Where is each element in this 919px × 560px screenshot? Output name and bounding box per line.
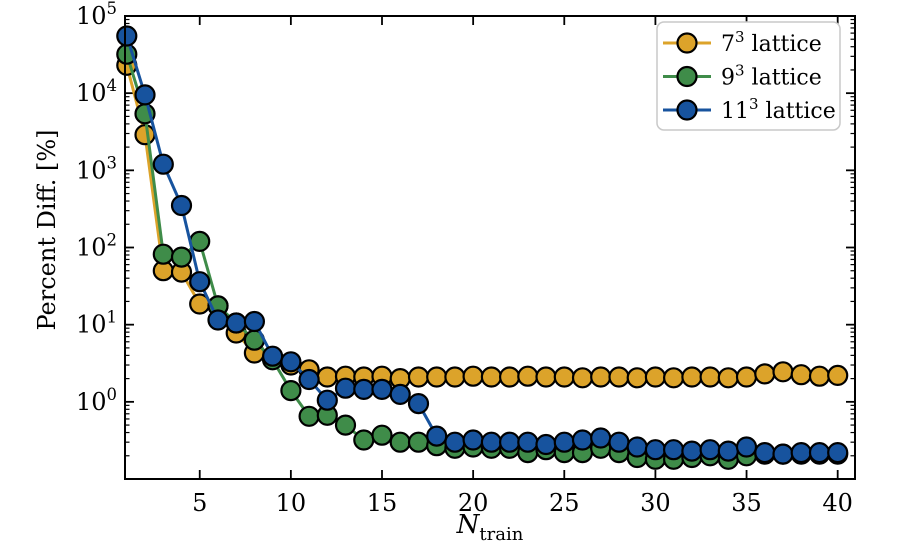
data-point bbox=[699, 439, 721, 461]
data-point bbox=[827, 364, 849, 386]
data-point bbox=[462, 365, 484, 387]
data-point bbox=[353, 429, 375, 451]
data-point bbox=[189, 271, 211, 293]
data-point bbox=[754, 442, 776, 464]
data-point bbox=[571, 367, 594, 389]
data-point bbox=[298, 368, 320, 391]
data-point bbox=[407, 431, 430, 453]
x-tick-label: 10 bbox=[276, 489, 307, 517]
data-point bbox=[790, 364, 812, 386]
x-tick-label: 40 bbox=[822, 489, 853, 517]
x-tick-label: 15 bbox=[367, 489, 398, 517]
data-point bbox=[334, 377, 357, 399]
data-point bbox=[444, 431, 466, 453]
data-point bbox=[608, 431, 630, 453]
data-point bbox=[371, 378, 393, 400]
data-point bbox=[444, 366, 466, 388]
legend-item-11-lattice: 113 lattice bbox=[663, 95, 836, 124]
legend-item-7-lattice: 73 lattice bbox=[663, 28, 822, 57]
x-tick-label: 20 bbox=[458, 489, 489, 517]
data-point bbox=[462, 429, 484, 451]
data-point bbox=[517, 365, 539, 387]
data-point bbox=[480, 431, 502, 453]
legend-marker-icon bbox=[676, 99, 698, 121]
data-point bbox=[480, 366, 502, 388]
data-point bbox=[316, 389, 338, 411]
data-point bbox=[717, 367, 739, 389]
data-point bbox=[772, 361, 794, 383]
data-point bbox=[644, 439, 667, 461]
data-point bbox=[517, 431, 539, 453]
data-point bbox=[207, 309, 229, 331]
x-tick-label: 5 bbox=[192, 489, 207, 517]
legend-label: 73 lattice bbox=[721, 28, 822, 57]
data-point bbox=[426, 425, 448, 447]
data-point bbox=[152, 153, 174, 175]
data-point bbox=[662, 367, 685, 389]
y-axis-label: Percent Diff. [%] bbox=[33, 129, 61, 330]
data-point bbox=[407, 393, 430, 415]
x-axis-label: Ntrain bbox=[456, 510, 524, 545]
data-point bbox=[407, 366, 430, 388]
data-point bbox=[553, 366, 575, 388]
data-point bbox=[735, 436, 758, 458]
x-tick-label: 35 bbox=[731, 489, 762, 517]
data-point bbox=[371, 424, 393, 446]
data-point bbox=[152, 243, 174, 265]
legend-marker-icon bbox=[676, 32, 698, 54]
data-point bbox=[735, 366, 758, 388]
data-point bbox=[243, 310, 265, 333]
data-point bbox=[225, 312, 247, 334]
data-point bbox=[316, 366, 338, 388]
data-point bbox=[426, 366, 448, 388]
x-tick-label: 25 bbox=[549, 489, 580, 517]
data-point bbox=[644, 366, 667, 388]
data-point bbox=[790, 442, 812, 464]
data-point bbox=[754, 363, 776, 385]
data-point bbox=[626, 367, 648, 389]
data-point bbox=[499, 431, 521, 453]
data-point bbox=[280, 351, 302, 373]
data-point bbox=[827, 442, 849, 464]
data-point bbox=[808, 365, 831, 387]
data-point bbox=[134, 124, 156, 146]
data-point bbox=[717, 440, 739, 462]
data-point bbox=[535, 366, 557, 388]
data-point bbox=[553, 431, 575, 453]
data-point bbox=[699, 366, 721, 388]
data-point bbox=[608, 366, 630, 388]
data-point bbox=[808, 442, 831, 464]
data-point bbox=[571, 429, 594, 451]
data-point bbox=[662, 439, 685, 461]
data-point bbox=[389, 383, 411, 405]
x-tick-label: 30 bbox=[640, 489, 671, 517]
data-point bbox=[116, 25, 138, 47]
data-point bbox=[262, 345, 284, 367]
legend-label: 113 lattice bbox=[721, 95, 836, 124]
data-point bbox=[590, 366, 612, 388]
data-point bbox=[134, 84, 156, 106]
data-point bbox=[681, 440, 703, 462]
data-point bbox=[681, 366, 703, 388]
legend-marker-icon bbox=[676, 65, 698, 88]
data-point bbox=[590, 427, 612, 449]
data-point bbox=[353, 378, 375, 400]
data-point bbox=[535, 433, 557, 456]
data-point bbox=[170, 194, 193, 217]
plot-frame bbox=[124, 15, 856, 480]
series-markers-11-lattice bbox=[116, 25, 849, 465]
data-point bbox=[334, 414, 357, 436]
data-point bbox=[170, 246, 193, 268]
data-point bbox=[499, 366, 521, 388]
data-point bbox=[772, 443, 794, 465]
data-point bbox=[298, 405, 320, 427]
data-point bbox=[389, 431, 411, 453]
y-tick-label: 103 bbox=[76, 153, 117, 184]
legend-box bbox=[656, 21, 841, 131]
data-point bbox=[280, 380, 302, 402]
data-point bbox=[626, 436, 648, 458]
